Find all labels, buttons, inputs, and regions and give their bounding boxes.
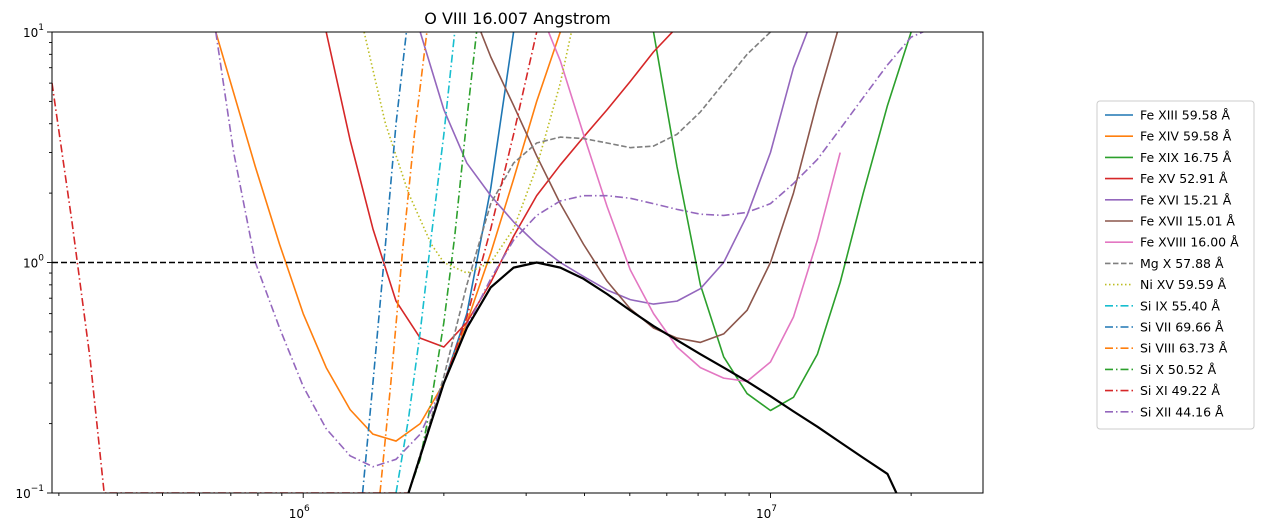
y-tick-label: 10−1: [15, 484, 44, 501]
series-line-9: [363, 32, 573, 274]
legend-label: Si IX 55.40 Å: [1140, 298, 1220, 313]
series-line-6: [480, 32, 839, 344]
y-tick-label: 100: [23, 254, 44, 271]
legend-label: Si XI 49.22 Å: [1140, 383, 1220, 398]
x-tick-label: 107: [756, 504, 777, 521]
legend-label: Si XII 44.16 Å: [1140, 404, 1224, 419]
legend-label: Mg X 57.88 Å: [1140, 256, 1224, 271]
legend-label: Fe XIX 16.75 Å: [1140, 150, 1232, 165]
envelope-line: [407, 261, 898, 493]
legend-label: Si X 50.52 Å: [1140, 362, 1217, 377]
plot-lines: [52, 32, 983, 493]
legend-label: Fe XIV 59.58 Å: [1140, 129, 1232, 144]
series-line-15: [214, 32, 925, 468]
legend-label: Fe XVI 15.21 Å: [1140, 192, 1232, 207]
series-line-8: [407, 32, 772, 493]
legend-label: Fe XIII 59.58 Å: [1140, 108, 1231, 123]
legend-label: Si VII 69.66 Å: [1140, 320, 1224, 335]
series-line-5: [419, 32, 809, 305]
legend: Fe XIII 59.58 Å Fe XIV 59.58 Å Fe XIX 16.7…: [1096, 100, 1255, 430]
legend-label: Fe XVII 15.01 Å: [1140, 214, 1235, 229]
series-line-7: [547, 32, 841, 383]
y-tick-label: 101: [23, 23, 44, 40]
legend-label: Fe XVIII 16.00 Å: [1140, 235, 1239, 250]
series-line-10: [395, 32, 456, 493]
legend-box: [1096, 100, 1255, 430]
series-line-11: [361, 32, 408, 493]
legend-label: Si VIII 63.73 Å: [1140, 341, 1228, 356]
x-tick-label: 106: [289, 504, 310, 521]
series-line-12: [379, 32, 428, 493]
series-line-4: [325, 32, 674, 348]
series-line-2: [215, 32, 562, 442]
axes: 106 107 10−1 100 101: [15, 23, 912, 521]
series-line-3: [652, 32, 912, 412]
legend-label: Fe XV 52.91 Å: [1140, 171, 1228, 186]
legend-label: Ni XV 59.59 Å: [1140, 277, 1227, 292]
chart-title: O VIII 16.007 Angstrom: [424, 9, 610, 28]
